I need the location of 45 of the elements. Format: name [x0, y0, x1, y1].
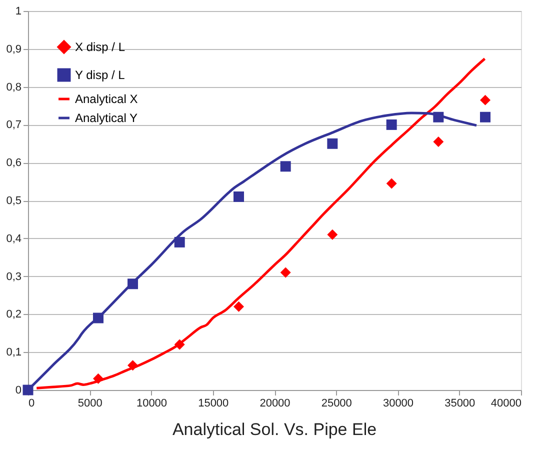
x-tick-label: 20000 — [260, 398, 290, 410]
y-tick-label: 0,7 — [6, 119, 22, 132]
legend-label: X disp / L — [75, 40, 126, 54]
y-tick-label: 0,6 — [6, 157, 22, 170]
point — [480, 112, 490, 122]
x-tick-label: 15000 — [198, 398, 229, 410]
legend-label: Analytical X — [75, 92, 138, 106]
point — [174, 236, 185, 248]
point — [386, 178, 397, 189]
point — [128, 278, 138, 290]
point — [433, 112, 444, 122]
y-tick-label: 0,8 — [6, 81, 22, 94]
point — [280, 267, 291, 278]
point — [22, 384, 34, 396]
line-series — [35, 58, 486, 390]
y-tick-label: 0,5 — [6, 195, 22, 207]
point — [480, 94, 490, 106]
y-tick-label: 0,9 — [6, 43, 22, 56]
x-tick-label: 5000 — [78, 398, 102, 410]
x-tick-label: 0 — [28, 398, 35, 410]
x-tick-label: 30000 — [382, 398, 414, 410]
y-tick-label: 0,1 — [6, 346, 22, 359]
text: Analytical Sol. Vs. Pipe Ele — [172, 420, 377, 439]
point — [93, 312, 104, 324]
x-tick-label: 40000 — [490, 398, 522, 410]
point — [327, 138, 338, 149]
point — [234, 191, 244, 202]
x-tick-label: 25000 — [321, 398, 352, 410]
legend-label: Analytical Y — [75, 111, 138, 125]
y-tick-label: 0,4 — [6, 232, 22, 245]
legend-label: Y disp / L — [75, 68, 126, 82]
point — [433, 136, 444, 147]
y-tick-label: 0 — [15, 384, 22, 396]
point — [128, 360, 138, 371]
y-tick-label: 0,3 — [6, 270, 22, 283]
point — [386, 119, 397, 130]
point — [174, 339, 185, 350]
y-tick-label: 1 — [15, 6, 22, 18]
x-tick-label: 10000 — [136, 398, 168, 410]
point — [280, 161, 291, 172]
point — [327, 229, 338, 240]
x-tick-label: 35000 — [444, 398, 476, 410]
point — [93, 373, 104, 384]
point — [234, 301, 244, 312]
y-tick-label: 0,2 — [6, 308, 22, 321]
